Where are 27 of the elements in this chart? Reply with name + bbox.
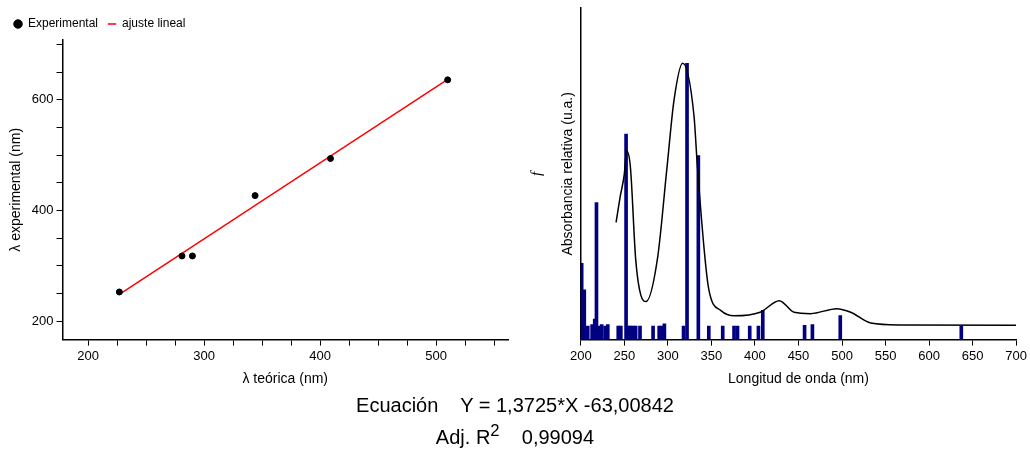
x-tick-label: 450 xyxy=(787,347,810,363)
x-tick-label: 650 xyxy=(961,347,984,363)
text: Adj. R$^{2}$ 0,99094 xyxy=(435,421,595,448)
text: Ecuación Y = 1,3725*X -63,00842 xyxy=(355,393,675,418)
x-tick-label: 400 xyxy=(744,347,766,363)
legend-label: ajuste lineal xyxy=(122,16,186,31)
x-axis-title: Longitud de onda (nm) xyxy=(728,370,869,387)
y2-axis-title: f xyxy=(527,169,544,176)
y-axis-title: λ experimental (nm) xyxy=(7,127,24,252)
y-tick-label: 400 xyxy=(31,202,54,218)
x-tick-label: 200 xyxy=(77,347,99,363)
x-tick-label: 500 xyxy=(425,347,447,363)
x-tick-label: 400 xyxy=(309,347,331,363)
x-tick-label: 250 xyxy=(613,347,636,363)
x-tick-label: 350 xyxy=(700,347,723,363)
x-tick-label: 500 xyxy=(831,347,853,363)
y-tick-label: 600 xyxy=(31,91,54,107)
y-axis-title: Absorbancia relativa (u.a.) xyxy=(559,92,576,256)
y-tick-label: 200 xyxy=(31,312,54,328)
x-tick-label: 200 xyxy=(569,347,592,363)
x-tick-label: 550 xyxy=(874,347,897,363)
x-tick-label: 300 xyxy=(657,347,679,363)
x-tick-label: 300 xyxy=(193,347,215,363)
x-tick-label: 600 xyxy=(918,347,940,363)
x-tick-label: 700 xyxy=(1005,347,1028,363)
x-axis-title: λ teórica (nm) xyxy=(242,370,329,387)
legend-label: Experimental xyxy=(28,16,99,31)
